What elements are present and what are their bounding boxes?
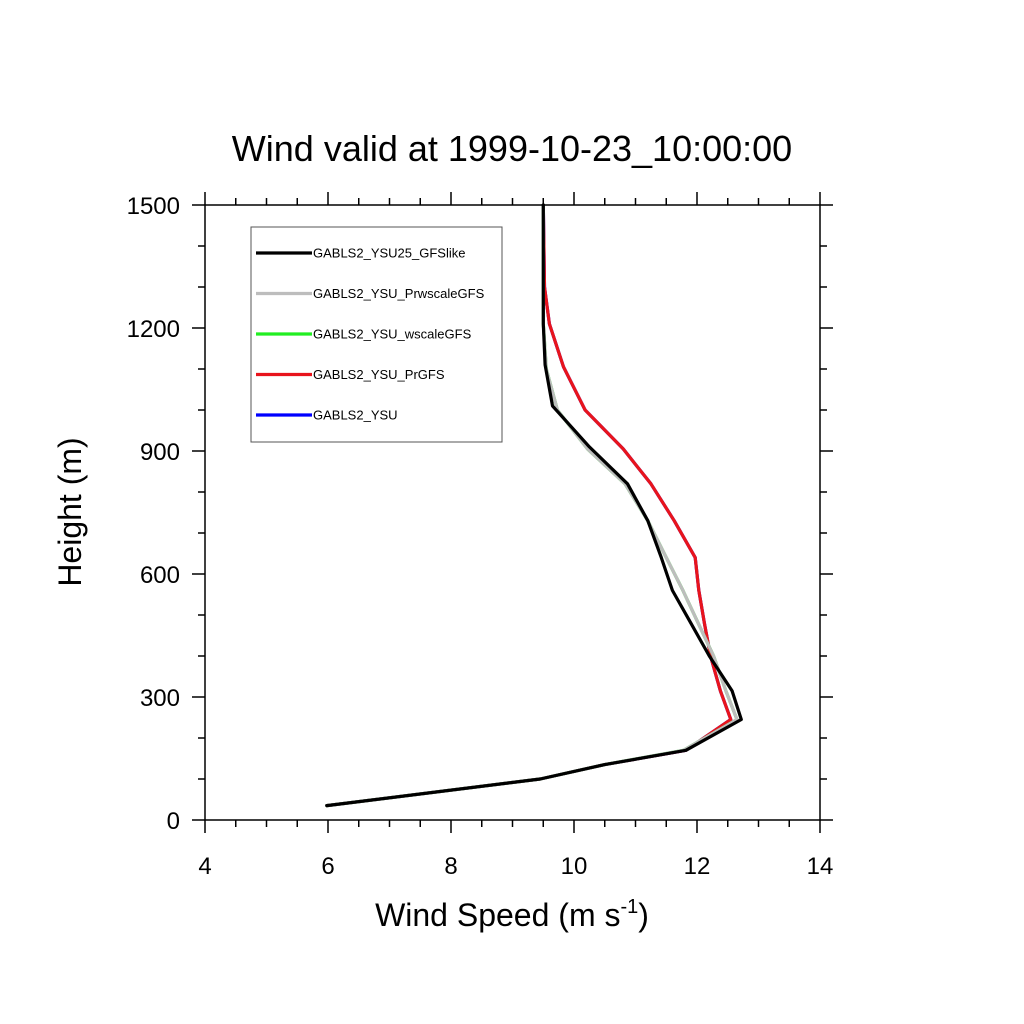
- y-tick-label: 900: [140, 439, 180, 466]
- legend-items: GABLS2_YSU25_GFSlike GABLS2_YSU_PrwscaleG…: [256, 246, 485, 423]
- y-tick-label: 300: [140, 685, 180, 712]
- legend-label: GABLS2_YSU_PrwscaleGFS: [313, 286, 485, 301]
- legend-label: GABLS2_YSU_wscaleGFS: [313, 327, 472, 342]
- series-line-gabls2-ysu25-gfslike: [325, 203, 743, 808]
- axis-ticks: 4 6 8 10 12 14 0 300 600 900 1200 1500: [127, 192, 834, 880]
- chart-title: Wind valid at 1999-10-23_10:00:00: [232, 128, 792, 169]
- y-axis-title: Height (m): [52, 437, 88, 586]
- legend-label: GABLS2_YSU_PrGFS: [313, 367, 445, 382]
- legend-label: GABLS2_YSU25_GFSlike: [313, 246, 465, 261]
- x-tick-label: 8: [444, 853, 457, 880]
- x-tick-label: 6: [321, 853, 334, 880]
- y-tick-label: 1200: [127, 316, 180, 343]
- y-tick-label: 0: [167, 808, 180, 835]
- legend-label: GABLS2_YSU: [313, 408, 398, 423]
- series-layer: [325, 203, 743, 808]
- x-tick-label: 10: [561, 853, 588, 880]
- x-tick-label: 12: [684, 853, 711, 880]
- plot-frame: [204, 204, 821, 821]
- x-axis-title: Wind Speed (m s-1): [375, 896, 649, 933]
- y-tick-label: 600: [140, 562, 180, 589]
- y-tick-label: 1500: [127, 193, 180, 220]
- legend: GABLS2_YSU25_GFSlike GABLS2_YSU_PrwscaleG…: [250, 226, 503, 443]
- x-tick-label: 4: [198, 853, 211, 880]
- x-tick-label: 14: [807, 853, 834, 880]
